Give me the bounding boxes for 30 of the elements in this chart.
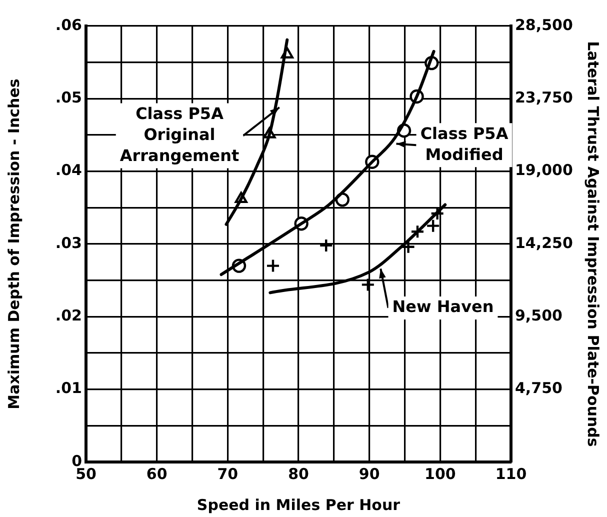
y-tick-label: .02 [55,306,82,325]
legend-label: Class P5A Modified [420,124,509,164]
y-tick-label: .01 [55,379,82,398]
y2-tick-label: 9,500 [515,306,562,325]
x-tick-label: 90 [358,464,380,483]
y-tick-label: .06 [55,16,82,34]
x-tick-label: 110 [495,464,527,483]
point [319,238,334,253]
point [401,240,416,254]
y2-axis-title: Lateral Thrust Against Impression Plate-Pounds [584,41,602,447]
y2-tick-label: 14,250 [515,234,573,252]
y-axis-title: Maximum Depth of Impression - Inches [4,78,23,410]
x-tick-label: 60 [146,464,168,483]
series-label: Class P5A Original Arrangement [120,104,240,165]
x-axis-title: Speed in Miles Per Hour [196,496,401,514]
y-tick-label: .04 [55,161,82,180]
y-tick-label: .03 [55,234,82,252]
x-tick-label: 100 [424,464,456,483]
y2-tick-label: 19,000 [515,161,573,180]
point [266,258,280,273]
y2-tick-label: 4,750 [515,379,562,398]
y-tick-label: .05 [55,88,82,107]
y2-tick-label: 28,500 [515,16,573,34]
x-tick-label: 80 [288,464,309,483]
point [360,278,376,292]
text: New Haven [392,297,494,316]
point [426,218,440,233]
x-tick-label: 70 [217,464,238,483]
point [410,224,425,239]
y2-tick-label: 23,750 [515,88,573,107]
